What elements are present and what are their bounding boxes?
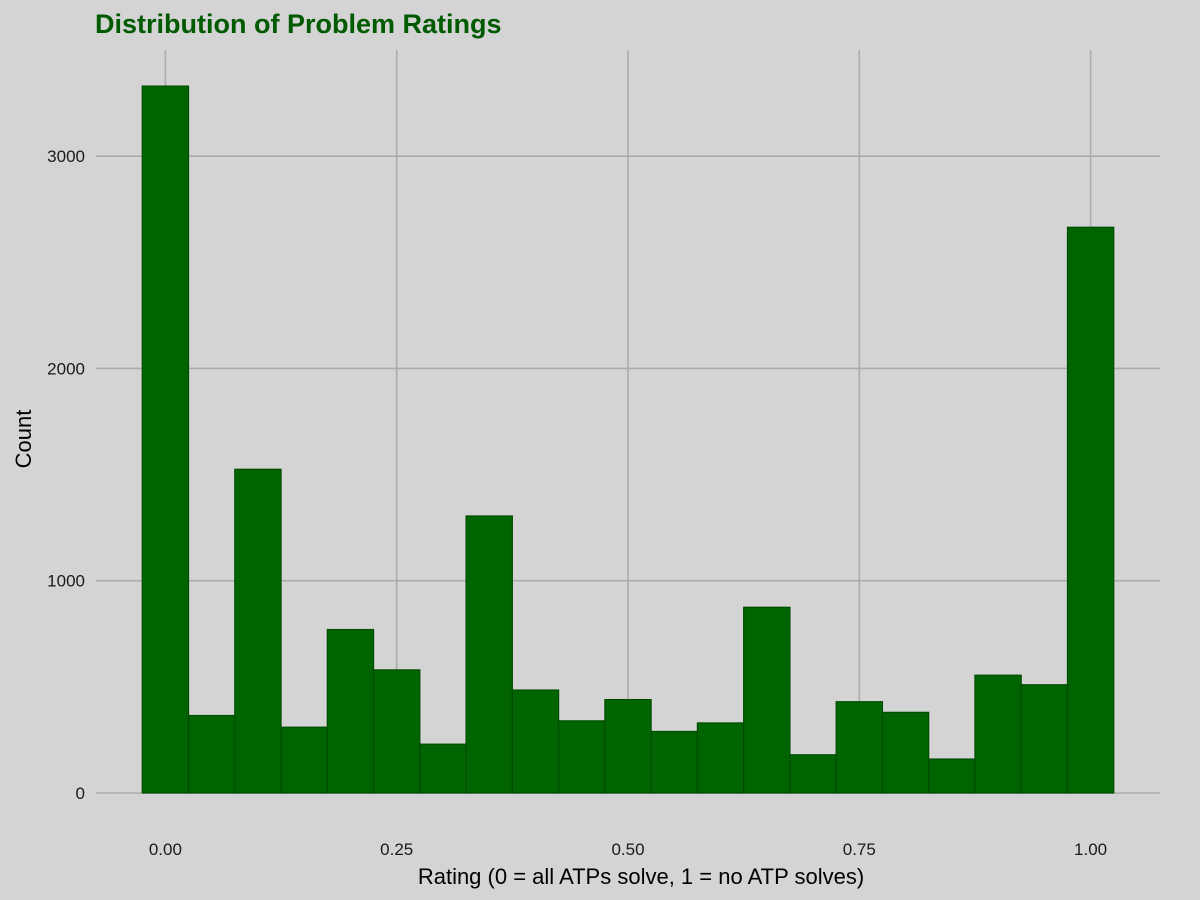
histogram-bar	[141, 85, 190, 794]
x-tick-labels: 0.00 0.25 0.50 0.75 1.00	[149, 840, 1107, 859]
x-tick-label: 0.25	[380, 840, 413, 859]
x-tick-label: 0.75	[843, 840, 876, 859]
y-tick-label: 1000	[47, 572, 85, 591]
histogram-bar	[511, 689, 560, 794]
histogram-bar	[372, 669, 421, 794]
histogram-bar	[1020, 684, 1069, 794]
x-tick-label: 0.00	[149, 840, 182, 859]
histogram-bar	[187, 714, 236, 794]
histogram-bar	[558, 720, 606, 794]
y-tick-label: 2000	[47, 359, 85, 378]
histogram-bar	[280, 726, 328, 794]
histogram-bar	[974, 674, 1022, 794]
histogram-bar	[234, 468, 282, 794]
histogram-bar	[928, 758, 976, 794]
histogram-bar	[789, 754, 837, 794]
x-axis-title: Rating (0 = all ATPs solve, 1 = no ATP s…	[418, 864, 864, 889]
histogram-bar	[1066, 226, 1115, 794]
y-tick-labels: 0 1000 2000 3000	[47, 147, 85, 803]
y-tick-label: 0	[76, 784, 85, 803]
histogram-bar	[881, 711, 930, 794]
histogram-bar	[743, 606, 791, 794]
bars-layer	[141, 85, 1115, 794]
histogram-bar	[465, 515, 513, 794]
histogram-bar	[650, 730, 698, 794]
x-tick-label: 0.50	[611, 840, 644, 859]
histogram-bar	[604, 698, 652, 794]
y-axis-title: Count	[11, 410, 36, 469]
histogram-bar	[326, 628, 375, 794]
x-tick-label: 1.00	[1074, 840, 1107, 859]
histogram-bar	[419, 743, 467, 794]
histogram-bar	[696, 722, 745, 794]
chart-title: Distribution of Problem Ratings	[95, 9, 502, 39]
histogram-bar	[835, 701, 884, 794]
y-tick-label: 3000	[47, 147, 85, 166]
